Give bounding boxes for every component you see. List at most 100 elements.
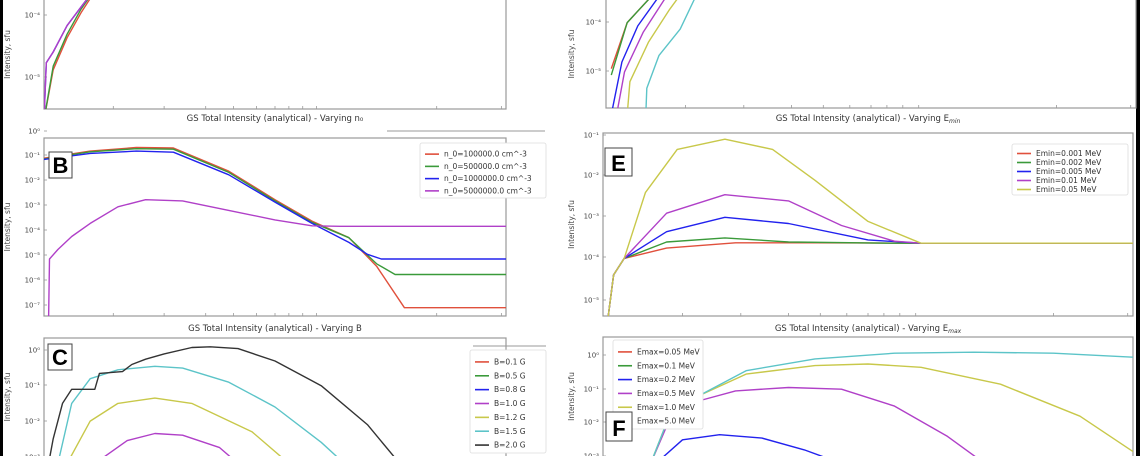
y-tick-label: 10⁻¹ [584, 386, 600, 394]
series-line-1 [44, 147, 506, 276]
legend-entry: B=1.2 G [494, 413, 526, 422]
series-line-1 [607, 237, 1133, 316]
y-tick-label: 10⁻⁴ [25, 12, 41, 20]
legend-entry: Emax=5.0 MeV [637, 417, 696, 426]
series-line-3 [44, 0, 88, 109]
series-line-4 [607, 138, 1133, 316]
series-line-4 [70, 397, 282, 456]
y-tick-label: 10⁻² [584, 419, 600, 427]
panel-title: GS Total Intensity (analytical) - Varyin… [776, 114, 961, 125]
series-line-4 [627, 0, 678, 108]
y-tick-label: 10⁻⁵ [25, 252, 41, 260]
panel-title: GS Total Intensity (analytical) - Varyin… [187, 114, 364, 124]
y-axis-label: Intensity, sfu [3, 202, 12, 251]
y-tick-label: 10⁻³ [25, 454, 41, 456]
legend-entry: B=0.1 G [494, 358, 526, 367]
y-tick-label: 10⁻⁷ [25, 302, 41, 310]
legend-entry: B=1.5 G [494, 427, 526, 436]
series-line-6 [49, 346, 395, 456]
panel-letter-box [604, 147, 633, 177]
series-line-3 [617, 0, 665, 108]
legend-entry: Emin=0.005 MeV [1036, 167, 1102, 176]
figure-border-left [0, 0, 3, 456]
legend-entry: B=1.0 G [494, 399, 526, 408]
panel-e: GS Total Intensity (analytical) - Varyin… [567, 114, 1134, 317]
legend-entry: B=0.8 G [494, 385, 526, 394]
figure-border-right [1136, 0, 1140, 456]
series-line-5 [58, 365, 338, 456]
y-tick-label: 10⁻⁵ [586, 68, 602, 76]
y-tick-label: 10⁻⁵ [25, 74, 41, 82]
y-tick-label: 10⁻¹ [25, 152, 41, 160]
y-tick-label: 10⁻⁵ [584, 297, 600, 305]
legend-entry: Emin=0.001 MeV [1036, 149, 1102, 158]
series-line-0 [607, 242, 1133, 316]
y-tick-label: 10⁻¹ [25, 382, 41, 390]
y-tick-label: 10⁻³ [25, 202, 41, 210]
panel-title: GS Total Intensity (analytical) - Varyin… [188, 324, 362, 334]
series-line-5 [645, 0, 695, 108]
panel-c: GS Total Intensity (analytical) - Varyin… [3, 324, 547, 456]
legend-entry: Emin=0.01 MeV [1036, 176, 1097, 185]
legend-entry: n_0=5000000.0 cm^-3 [444, 186, 532, 195]
y-tick-label: 10⁰ [587, 352, 599, 360]
series-line-5 [652, 351, 1133, 456]
y-axis-label: Intensity, sfu [567, 200, 576, 249]
legend-entry: B=2.0 G [494, 441, 526, 450]
y-tick-label: 10⁻⁶ [25, 277, 41, 285]
panel-f: GS Total Intensity (analytical) - Varyin… [567, 324, 1134, 456]
series-line-2 [44, 0, 88, 109]
panel-letter-box [47, 343, 73, 371]
y-axis-label: Intensity, sfu [567, 372, 576, 421]
plot-frame [43, 337, 507, 456]
series-line-3 [607, 193, 1133, 316]
y-tick-label: 10⁻² [25, 418, 41, 426]
y-tick-label: 10⁻⁴ [584, 254, 600, 262]
y-tick-label: 10⁻³ [584, 453, 600, 456]
series-line-0 [44, 146, 506, 309]
legend: Emax=0.05 MeV Emax=0.1 MeV Emax=0.2 MeV Ema… [612, 339, 704, 430]
series-line-3 [104, 432, 231, 456]
legend-entry: Emin=0.05 MeV [1036, 185, 1097, 194]
y-axis-label: Intensity, sfu [3, 372, 12, 421]
panel-title: GS Total Intensity (analytical) - Varyin… [775, 324, 962, 335]
legend-entry: Emin=0.002 MeV [1036, 158, 1102, 167]
y-axis-label: Intensity, sfu [567, 29, 576, 78]
y-tick-label: 10⁻² [584, 172, 600, 180]
legend-entry: Emax=0.5 MeV [637, 389, 696, 398]
legend-entry: n_0=500000.0 cm^-3 [444, 162, 527, 171]
y-tick-label: 10⁰ [28, 128, 40, 136]
y-tick-label: 10⁻⁴ [586, 19, 602, 27]
series-line-2 [44, 150, 506, 260]
y-tick-label: 10⁻⁴ [25, 227, 41, 235]
panel-letter: B [53, 153, 69, 178]
series-line-1 [610, 0, 649, 76]
legend-entry: B=0.5 G [494, 371, 526, 380]
y-tick-label: 10⁻³ [584, 213, 600, 221]
panel-letter-box [605, 411, 633, 442]
y-tick-label: 10⁻¹ [584, 132, 600, 140]
legend-entry: Emax=0.2 MeV [637, 375, 696, 384]
series-line-2 [663, 434, 824, 456]
panel-a: 10⁻⁴ 10⁻⁵ Intensity, sfu [3, 0, 507, 110]
series-line-0 [610, 0, 649, 69]
plot-frame [602, 336, 1134, 456]
panel-letter-box [48, 151, 73, 179]
y-tick-label: 10⁻² [25, 177, 41, 185]
panel-letter: F [612, 416, 625, 441]
y-axis-label: Intensity, sfu [3, 30, 12, 79]
plot-frame [43, 0, 507, 110]
panel-letter: C [52, 345, 68, 370]
series-line-0 [45, 0, 91, 109]
series-line-1 [45, 0, 89, 109]
legend-entry: n_0=100000.0 cm^-3 [444, 150, 527, 159]
legend: B=0.1 G B=0.5 G B=0.8 G B=1.0 G B=1.2 G B=1.5… [469, 349, 547, 454]
legend: n_0=100000.0 cm^-3 n_0=500000.0 cm^-3 n_0=… [419, 142, 547, 199]
panel-d: 10⁻⁴ 10⁻⁵ Intensity, sfu [567, 0, 1137, 109]
y-tick-label: 10⁰ [28, 347, 40, 355]
legend-entry: n_0=1000000.0 cm^-3 [444, 174, 532, 183]
panel-b: GS Total Intensity (analytical) - Varyin… [3, 114, 547, 317]
legend-entry: Emax=1.0 MeV [637, 403, 696, 412]
